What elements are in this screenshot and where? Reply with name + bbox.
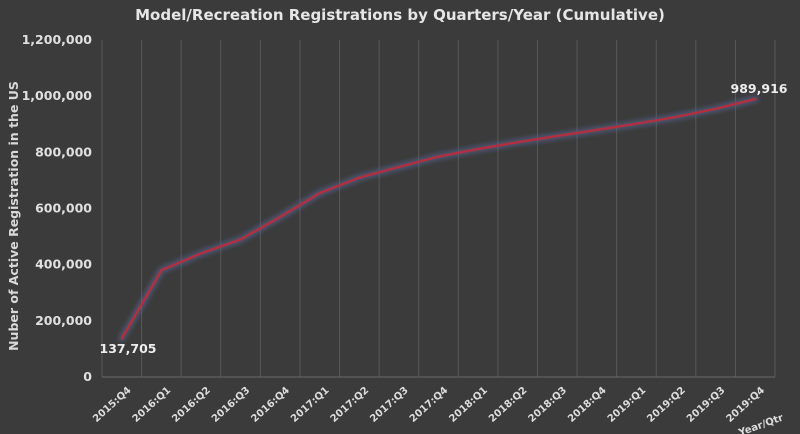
x-tick-label: 2018:Q4: [566, 385, 609, 425]
x-tick-label: 2016:Q1: [131, 385, 174, 425]
series-layer: [118, 95, 759, 342]
x-tick-label: 2019:Q1: [606, 385, 649, 425]
x-tick-label: 2016:Q4: [249, 385, 292, 425]
x-tick-label: 2019:Q4: [725, 385, 768, 425]
data-point: [674, 115, 678, 119]
y-tick-label: 1,200,000: [22, 32, 93, 47]
y-tick-label: 0: [83, 369, 92, 384]
x-tick-label: 2018:Q1: [447, 385, 490, 425]
x-tick-label: 2018:Q3: [527, 385, 570, 425]
annotation-first-value: 137,705: [100, 341, 157, 356]
data-point: [476, 147, 480, 151]
y-tick-label: 200,000: [35, 313, 92, 328]
y-tick-label: 600,000: [35, 201, 92, 216]
x-tick-label: 2019:Q3: [685, 385, 728, 425]
data-point: [754, 97, 757, 101]
data-point: [437, 155, 440, 158]
series-line: [120, 97, 757, 340]
x-tick-label: 2016:Q3: [210, 385, 253, 425]
y-tick-labels: 0 200,000 400,000 600,000 800,000 1,000,000 1,…: [22, 32, 93, 384]
data-point: [635, 122, 638, 125]
x-tick-label: 2017:Q4: [408, 385, 451, 425]
x-tick-label: 2016:Q2: [170, 385, 213, 425]
annotation-last-value: 989,916: [731, 81, 788, 96]
grid-layer: [101, 40, 776, 378]
data-point: [595, 128, 599, 132]
x-tick-label: 2015:Q4: [91, 385, 134, 425]
y-tick-label: 1,000,000: [22, 88, 93, 103]
chart-title: Model/Recreation Registrations by Quarte…: [135, 6, 665, 24]
x-axis-label: Year/Qtr: [736, 412, 785, 434]
data-point: [714, 107, 717, 111]
series-line-glow: [118, 95, 759, 342]
y-tick-label: 800,000: [35, 144, 92, 159]
data-point: [199, 252, 203, 255]
data-point: [160, 269, 163, 272]
x-tick-label: 2017:Q1: [289, 385, 332, 425]
x-tick-label: 2018:Q2: [487, 385, 530, 425]
x-tick-label: 2019:Q2: [645, 385, 688, 425]
data-point: [358, 176, 361, 179]
data-point: [120, 337, 123, 340]
y-axis-label: Nuber of Active Registration in the US: [6, 81, 21, 351]
data-point: [516, 141, 519, 144]
data-point: [556, 134, 559, 138]
data-point: [318, 191, 321, 195]
y-tick-label: 400,000: [35, 257, 92, 272]
data-point: [239, 238, 242, 241]
data-point: [278, 215, 282, 219]
x-tick-labels: 2015:Q42016:Q12016:Q22016:Q32016:Q42017:…: [91, 385, 767, 425]
x-tick-label: 2017:Q2: [329, 385, 372, 425]
x-tick-label: 2017:Q3: [368, 385, 411, 425]
data-point: [397, 165, 401, 169]
